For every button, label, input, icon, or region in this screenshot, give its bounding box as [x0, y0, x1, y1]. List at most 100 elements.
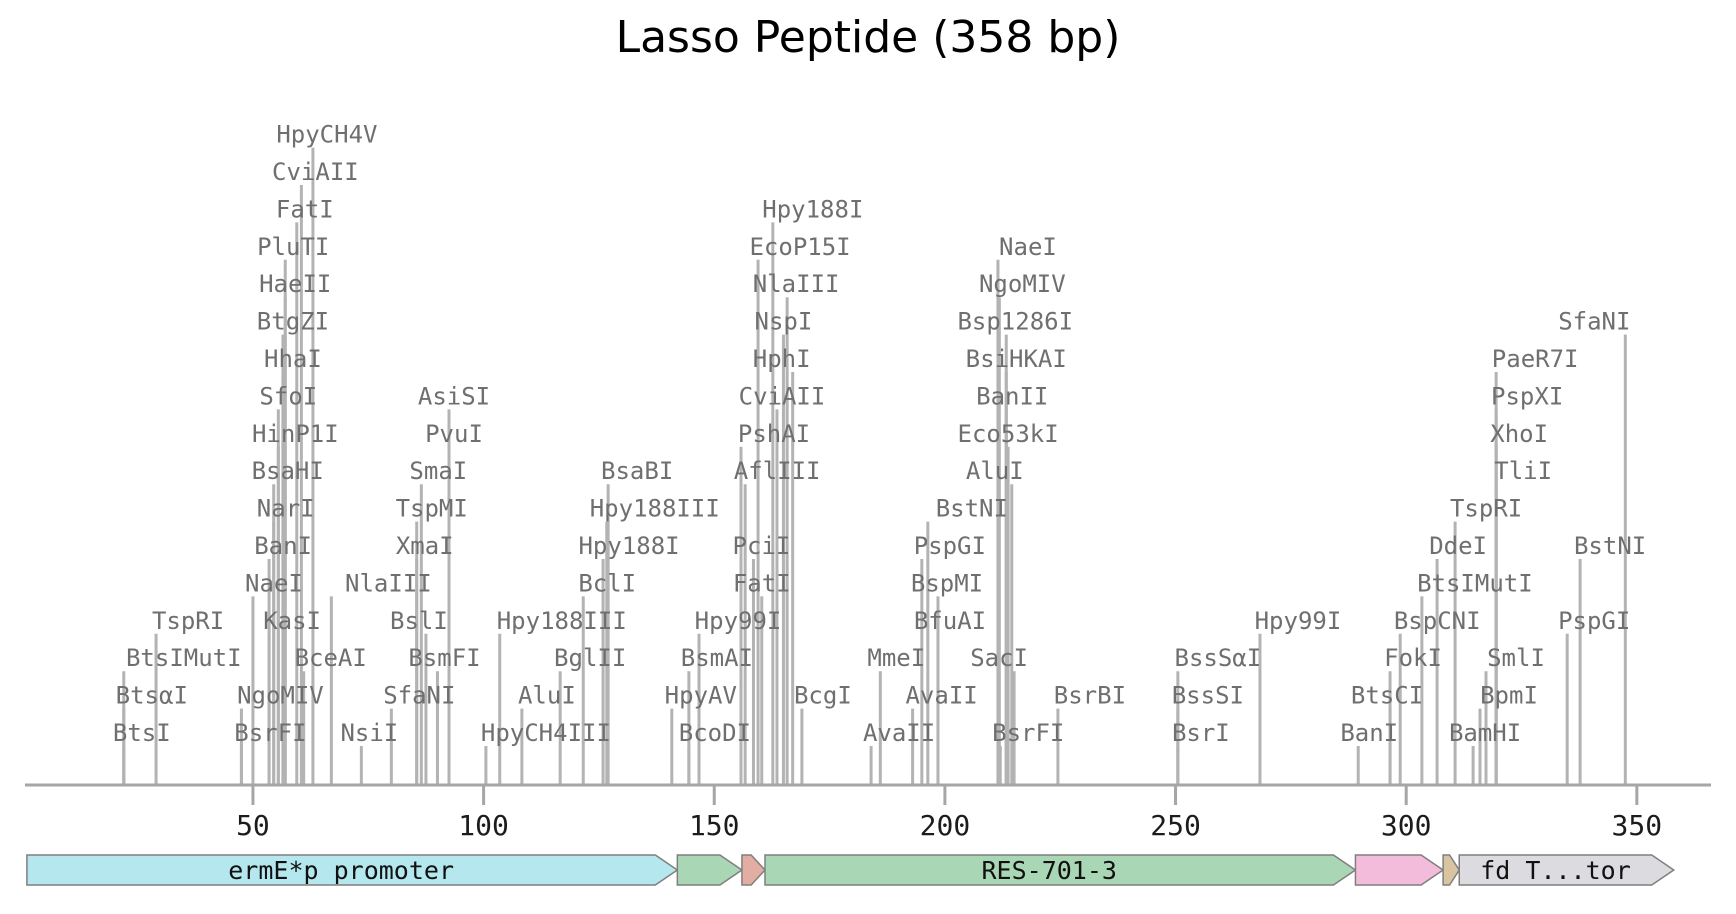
enzyme-label[interactable]: BsrFI	[992, 719, 1064, 747]
enzyme-label[interactable]: PciI	[733, 532, 791, 560]
enzyme-label[interactable]: PluTI	[257, 233, 329, 261]
enzyme-label[interactable]: Eco53kI	[958, 420, 1059, 448]
enzyme-label[interactable]: XmaI	[396, 532, 454, 560]
enzyme-label[interactable]: HpyAV	[665, 682, 737, 710]
feature-arrow[interactable]	[1354, 854, 1445, 886]
enzyme-label[interactable]: PaeR7I	[1492, 345, 1579, 373]
enzyme-label[interactable]: NaeI	[245, 569, 303, 597]
feature-arrow[interactable]	[1458, 854, 1676, 886]
enzyme-label[interactable]: BslI	[390, 607, 448, 635]
enzyme-label[interactable]: BfuAI	[914, 607, 986, 635]
enzyme-label[interactable]: BclI	[578, 569, 636, 597]
enzyme-label[interactable]: NsiI	[340, 719, 398, 747]
enzyme-label[interactable]: CviAII	[272, 158, 359, 186]
enzyme-label[interactable]: BanII	[976, 382, 1048, 410]
enzyme-label[interactable]: PspGI	[1558, 607, 1630, 635]
enzyme-label[interactable]: BsmAI	[681, 644, 753, 672]
enzyme-label[interactable]: KasI	[263, 607, 321, 635]
enzyme-label[interactable]: Hpy99I	[1255, 607, 1342, 635]
feature-arrow[interactable]	[26, 854, 679, 886]
enzyme-label[interactable]: Hpy99I	[695, 607, 782, 635]
enzyme-label[interactable]: BpmI	[1480, 682, 1538, 710]
enzyme-label[interactable]: BtgZI	[257, 308, 329, 336]
enzyme-label[interactable]: BstNI	[936, 495, 1008, 523]
feature-arrow[interactable]	[741, 854, 767, 886]
enzyme-label[interactable]: TspRI	[152, 607, 224, 635]
enzyme-label[interactable]: BssSαI	[1175, 644, 1262, 672]
enzyme-label[interactable]: BtsCI	[1351, 682, 1423, 710]
enzyme-label[interactable]: BssSI	[1172, 682, 1244, 710]
enzyme-label[interactable]: NgoMIV	[979, 270, 1066, 298]
enzyme-label[interactable]: TspRI	[1450, 495, 1522, 523]
enzyme-label[interactable]: AluI	[518, 682, 576, 710]
enzyme-label[interactable]: BspMI	[911, 569, 983, 597]
enzyme-label[interactable]: HpyCH4III	[481, 719, 611, 747]
enzyme-label[interactable]: NlaIII	[753, 270, 840, 298]
enzyme-label[interactable]: Bsp1286I	[957, 308, 1073, 336]
enzyme-label[interactable]: BglII	[554, 644, 626, 672]
enzyme-label[interactable]: AflIII	[734, 457, 821, 485]
enzyme-label[interactable]: NarI	[257, 495, 315, 523]
enzyme-label[interactable]: AsiSI	[418, 382, 490, 410]
enzyme-label[interactable]: AluI	[966, 457, 1024, 485]
enzyme-label[interactable]: DdeI	[1429, 532, 1487, 560]
enzyme-label[interactable]: BtsI	[113, 719, 171, 747]
enzyme-label[interactable]: BsaHI	[252, 457, 324, 485]
enzyme-label[interactable]: HpyCH4V	[276, 121, 377, 149]
enzyme-label[interactable]: BtsIMutI	[1417, 569, 1533, 597]
enzyme-label[interactable]: BspCNI	[1394, 607, 1481, 635]
enzyme-label[interactable]: BanI	[254, 532, 312, 560]
enzyme-label[interactable]: HaeII	[259, 270, 331, 298]
enzyme-label[interactable]: BamHI	[1449, 719, 1521, 747]
enzyme-label[interactable]: BsrFI	[234, 719, 306, 747]
enzyme-label[interactable]: Hpy188I	[578, 532, 679, 560]
enzyme-label[interactable]: SfaNI	[1558, 308, 1630, 336]
enzyme-label[interactable]: BsiHKAI	[966, 345, 1067, 373]
enzyme-label[interactable]: BanI	[1340, 719, 1398, 747]
enzyme-label[interactable]: NspI	[755, 308, 813, 336]
enzyme-label[interactable]: Hpy188III	[497, 607, 627, 635]
enzyme-label[interactable]: BsrBI	[1054, 682, 1126, 710]
enzyme-label[interactable]: SfoI	[259, 382, 317, 410]
enzyme-label[interactable]: MmeI	[867, 644, 925, 672]
enzyme-label[interactable]: BstNI	[1574, 532, 1646, 560]
enzyme-label[interactable]: SacI	[970, 644, 1028, 672]
enzyme-label[interactable]: HinP1I	[252, 420, 339, 448]
enzyme-label[interactable]: NaeI	[999, 233, 1057, 261]
feature-arrow[interactable]	[764, 854, 1357, 886]
enzyme-label[interactable]: Hpy188III	[590, 495, 720, 523]
enzyme-label[interactable]: BtsIMutI	[126, 644, 242, 672]
feature-arrow[interactable]	[676, 854, 744, 886]
enzyme-label[interactable]: BsrI	[1172, 719, 1230, 747]
enzyme-label[interactable]: Hpy188I	[762, 195, 863, 223]
enzyme-label[interactable]: CviAII	[739, 382, 826, 410]
enzyme-label[interactable]: BtsαI	[116, 682, 188, 710]
enzyme-label[interactable]: NlaIII	[345, 569, 432, 597]
enzyme-label[interactable]: PspGI	[914, 532, 986, 560]
enzyme-label[interactable]: HphI	[753, 345, 811, 373]
enzyme-label[interactable]: XhoI	[1490, 420, 1548, 448]
enzyme-label[interactable]: NgoMIV	[237, 682, 324, 710]
enzyme-label[interactable]: AvaII	[863, 719, 935, 747]
enzyme-label[interactable]: BsmFI	[408, 644, 480, 672]
enzyme-label[interactable]: BsaBI	[601, 457, 673, 485]
enzyme-label[interactable]: TspMI	[396, 495, 468, 523]
enzyme-label[interactable]: SmlI	[1487, 644, 1545, 672]
enzyme-label[interactable]: FokI	[1384, 644, 1442, 672]
enzyme-label[interactable]: SmaI	[409, 457, 467, 485]
enzyme-label[interactable]: HhaI	[264, 345, 322, 373]
enzyme-label[interactable]: FatI	[733, 569, 791, 597]
enzyme-label[interactable]: BceAI	[295, 644, 367, 672]
enzyme-label[interactable]: TliI	[1494, 457, 1552, 485]
enzyme-label[interactable]: PshAI	[738, 420, 810, 448]
enzyme-label[interactable]: SfaNI	[383, 682, 455, 710]
enzyme-label[interactable]: PspXI	[1491, 382, 1563, 410]
enzyme-label[interactable]: BcgI	[794, 682, 852, 710]
enzyme-label[interactable]: BcoDI	[679, 719, 751, 747]
enzyme-label[interactable]: EcoP15I	[749, 233, 850, 261]
enzyme-label[interactable]: PvuI	[425, 420, 483, 448]
feature-arrow[interactable]	[1442, 854, 1461, 886]
enzyme-label[interactable]: AvaII	[905, 682, 977, 710]
enzyme-label[interactable]: FatI	[276, 195, 334, 223]
